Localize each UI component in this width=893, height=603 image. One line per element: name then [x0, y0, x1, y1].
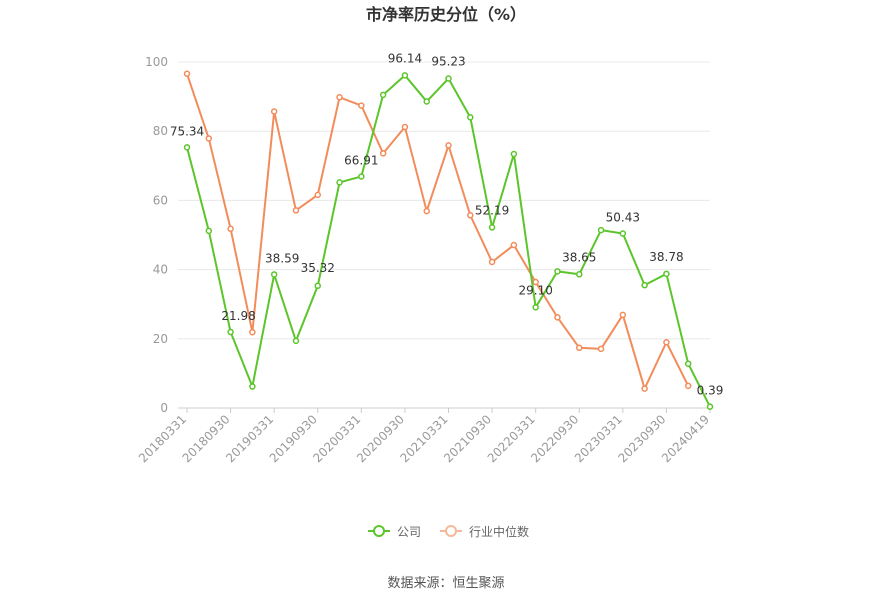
- legend-label: 公司: [397, 525, 421, 539]
- data-label: 50.43: [606, 211, 640, 225]
- data-point: [706, 403, 714, 410]
- data-point: [576, 344, 583, 352]
- data-point: [336, 179, 343, 186]
- data-point: [423, 207, 430, 215]
- data-point: [227, 225, 234, 233]
- data-label: 66.91: [344, 153, 378, 167]
- data-point: [641, 281, 648, 289]
- legend-item[interactable]: 行业中位数: [440, 524, 529, 539]
- data-point: [510, 150, 518, 158]
- data-point: [292, 337, 300, 345]
- data-point: [401, 72, 409, 79]
- series-layer: [183, 70, 714, 410]
- data-point: [619, 230, 627, 237]
- data-point: [183, 70, 191, 78]
- data-point: [467, 114, 474, 121]
- legend[interactable]: 公司 行业中位数: [368, 524, 529, 539]
- data-point: [183, 144, 191, 151]
- data-label: 21.98: [221, 309, 255, 323]
- data-point: [554, 268, 561, 275]
- data-point: [488, 258, 496, 266]
- y-tick-label: 100: [145, 55, 168, 69]
- data-point: [358, 173, 365, 180]
- data-label: 0.39: [697, 384, 724, 398]
- data-label: 96.14: [388, 51, 422, 65]
- y-tick-label: 60: [153, 193, 168, 207]
- data-point: [445, 142, 452, 149]
- data-point: [270, 108, 278, 115]
- data-point: [684, 360, 692, 367]
- grid: [178, 61, 710, 409]
- series-line: [186, 73, 690, 392]
- y-tick-label: 20: [153, 332, 168, 346]
- data-point: [270, 271, 278, 278]
- x-axis: 2018033120180930201903312019093020200331…: [136, 408, 712, 465]
- data-point: [336, 94, 343, 101]
- data-point: [641, 385, 648, 392]
- y-tick-label: 0: [160, 401, 168, 415]
- y-tick-label: 40: [153, 263, 168, 277]
- data-point: [205, 135, 213, 142]
- data-label: 29.10: [518, 283, 552, 297]
- legend-marker: [445, 525, 457, 537]
- data-source: 数据来源：恒生聚源: [387, 576, 504, 591]
- data-point: [597, 345, 605, 353]
- data-label: 35.32: [301, 261, 335, 275]
- series-line: [186, 73, 711, 408]
- data-point: [423, 98, 430, 105]
- data-point: [205, 227, 213, 235]
- data-point: [532, 304, 539, 311]
- data-label: 38.59: [265, 251, 299, 265]
- data-point: [358, 102, 365, 109]
- data-point: [401, 123, 409, 131]
- data-label: 38.78: [649, 250, 683, 264]
- chart-title: 市净率历史分位（%）: [366, 5, 526, 24]
- data-point: [467, 212, 474, 219]
- data-point: [663, 270, 670, 278]
- y-axis: 0 20 40 60 80 100: [145, 55, 168, 415]
- data-point: [576, 271, 583, 278]
- data-label: 75.34: [170, 124, 204, 138]
- data-point: [684, 382, 692, 390]
- data-label: 52.19: [475, 203, 509, 217]
- data-point: [619, 311, 627, 319]
- data-point: [488, 224, 496, 231]
- data-point: [379, 91, 387, 99]
- data-point: [249, 383, 256, 390]
- data-point: [249, 328, 256, 336]
- data-point: [292, 207, 300, 214]
- x-tick-label: 20240419: [659, 412, 712, 465]
- data-point: [663, 339, 670, 346]
- legend-label: 行业中位数: [469, 524, 529, 539]
- data-point: [510, 241, 518, 249]
- legend-item[interactable]: 公司: [368, 525, 421, 539]
- data-point: [314, 282, 321, 290]
- data-point: [532, 278, 539, 286]
- data-point: [227, 328, 234, 336]
- data-point: [445, 75, 452, 82]
- data-point: [597, 226, 605, 234]
- data-point: [314, 191, 321, 199]
- y-tick-label: 80: [153, 124, 168, 138]
- data-point: [554, 314, 561, 321]
- legend-marker: [373, 525, 385, 537]
- data-label: 38.65: [562, 250, 596, 264]
- data-point: [379, 150, 387, 157]
- data-label: 95.23: [431, 55, 465, 69]
